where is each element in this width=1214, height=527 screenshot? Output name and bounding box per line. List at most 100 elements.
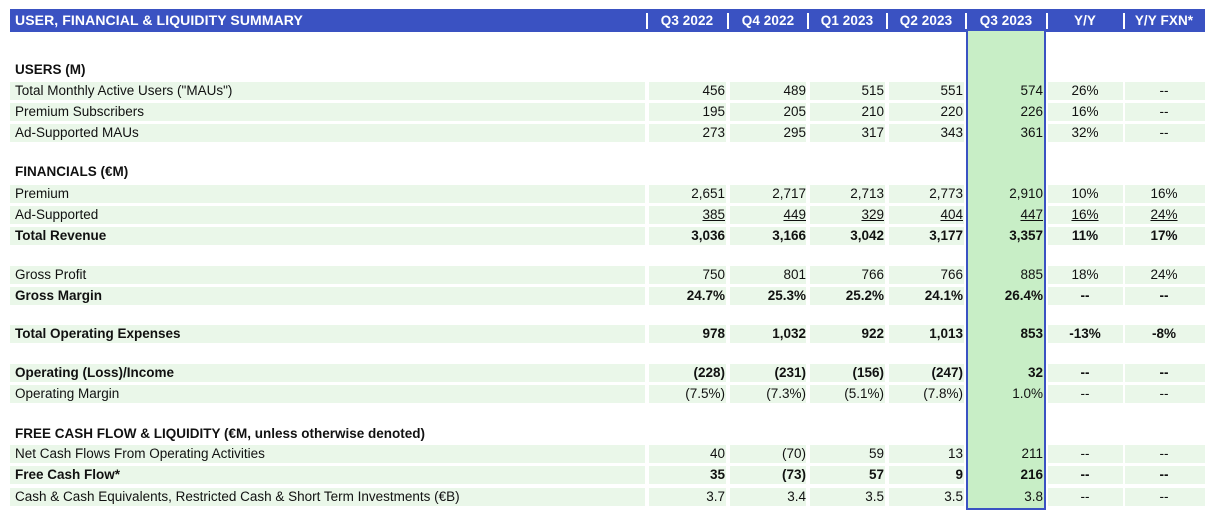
- cell-value: 25.3%: [767, 288, 806, 303]
- cell-value: (247): [931, 365, 963, 380]
- cell-value: 922: [861, 326, 884, 341]
- table-cell: 574: [966, 82, 1043, 100]
- row-band: [1125, 445, 1205, 463]
- table-cell: 32%: [1047, 124, 1123, 142]
- cell-value: 216: [1020, 467, 1043, 482]
- table-cell: --: [1047, 287, 1123, 305]
- row-band: [10, 488, 645, 506]
- row-band: [810, 325, 885, 343]
- row-band: [10, 103, 645, 121]
- cell-value: 515: [861, 83, 884, 98]
- cell-value: 226: [1020, 104, 1043, 119]
- current-quarter-highlight: [966, 31, 1046, 510]
- row-band: [810, 227, 885, 245]
- cell-value: 3,177: [929, 228, 963, 243]
- row-label: Total Operating Expenses: [15, 326, 181, 341]
- table-cell: --: [1047, 385, 1123, 403]
- row-band: [1125, 287, 1205, 305]
- row-operating-margin: Operating Margin (7.5%) (7.3%) (5.1%) (7.8%)…: [10, 385, 1205, 403]
- cell-value: (7.8%): [923, 386, 963, 401]
- cell-value: 32%: [1071, 125, 1099, 140]
- col-header-yoy-fxn: Y/Y FXN*: [1134, 13, 1194, 28]
- row-band: [1125, 124, 1205, 142]
- row-band: [10, 82, 645, 100]
- cell-value: 449: [783, 207, 806, 222]
- table-cell: 2,773: [887, 185, 963, 203]
- cell-value: 25.2%: [845, 288, 884, 303]
- row-band: [10, 364, 645, 382]
- table-cell: 295: [728, 124, 806, 142]
- cell-value: -13%: [1069, 326, 1101, 341]
- table-cell: 3,177: [887, 227, 963, 245]
- cell-value: --: [1080, 386, 1090, 401]
- table-cell: 10%: [1047, 185, 1123, 203]
- cell-value: 3.5: [865, 489, 884, 504]
- cell-value: 295: [783, 125, 806, 140]
- row-band: [889, 287, 964, 305]
- row-band: [810, 445, 885, 463]
- row-band: [889, 103, 964, 121]
- table-cell: (7.8%): [887, 385, 963, 403]
- cell-value: --: [1159, 104, 1169, 119]
- row-band: [889, 445, 964, 463]
- table-cell: 3,166: [728, 227, 806, 245]
- row-band: [1125, 82, 1205, 100]
- row-band: [10, 325, 645, 343]
- row-band: [730, 266, 806, 284]
- row-band: [649, 266, 726, 284]
- table-cell: (231): [728, 364, 806, 382]
- header-divider: [1046, 13, 1048, 29]
- row-band: [810, 82, 885, 100]
- header-divider: [1123, 13, 1125, 29]
- cell-value: 210: [861, 104, 884, 119]
- row-band: [889, 364, 964, 382]
- row-band: [649, 185, 726, 203]
- table-cell: 515: [808, 82, 884, 100]
- table-cell: 3,042: [808, 227, 884, 245]
- table-cell: 216: [966, 466, 1043, 484]
- table-cell: 317: [808, 124, 884, 142]
- row-label: Gross Profit: [15, 267, 87, 282]
- row-label: Operating Margin: [15, 386, 120, 401]
- header-divider: [965, 13, 967, 29]
- table-cell: 1.0%: [966, 385, 1043, 403]
- row-band: [810, 185, 885, 203]
- cell-value: --: [1159, 489, 1169, 504]
- table-cell: (70): [728, 445, 806, 463]
- cell-value: 2,910: [1009, 186, 1043, 201]
- table-cell: 3.5: [887, 488, 963, 506]
- table-cell: 57: [808, 466, 884, 484]
- cell-value: --: [1080, 365, 1090, 380]
- row-band: [889, 466, 964, 484]
- table-cell: 17%: [1124, 227, 1204, 245]
- table-cell: 26%: [1047, 82, 1123, 100]
- cell-value: 205: [783, 104, 806, 119]
- cell-value: 40: [709, 446, 725, 461]
- row-operating-income: Operating (Loss)/Income (228) (231) (156) (2…: [10, 364, 1205, 382]
- table-cell: --: [1047, 445, 1123, 463]
- header-divider: [646, 13, 648, 29]
- table-cell: 343: [887, 124, 963, 142]
- cell-value: 18%: [1071, 267, 1099, 282]
- table-cell: 489: [728, 82, 806, 100]
- table-cell: 3,036: [647, 227, 725, 245]
- row-label: Premium Subscribers: [15, 104, 145, 119]
- cell-value: 220: [940, 104, 963, 119]
- row-band: [810, 466, 885, 484]
- row-band: [889, 325, 964, 343]
- row-label: Net Cash Flows From Operating Activities: [15, 446, 265, 461]
- cell-value: 59: [868, 446, 884, 461]
- table-header: USER, FINANCIAL & LIQUIDITY SUMMARY Q3 2…: [10, 9, 1205, 32]
- table-cell: 16%: [1124, 185, 1204, 203]
- row-band: [1125, 488, 1205, 506]
- row-band: [810, 103, 885, 121]
- cell-value: 801: [783, 267, 806, 282]
- table-cell: 801: [728, 266, 806, 284]
- cell-value: 766: [940, 267, 963, 282]
- table-cell: (7.5%): [647, 385, 725, 403]
- cell-value: 574: [1020, 83, 1043, 98]
- table-cell: 211: [966, 445, 1043, 463]
- row-band: [810, 124, 885, 142]
- table-cell: 1,013: [887, 325, 963, 343]
- row-band: [1048, 124, 1123, 142]
